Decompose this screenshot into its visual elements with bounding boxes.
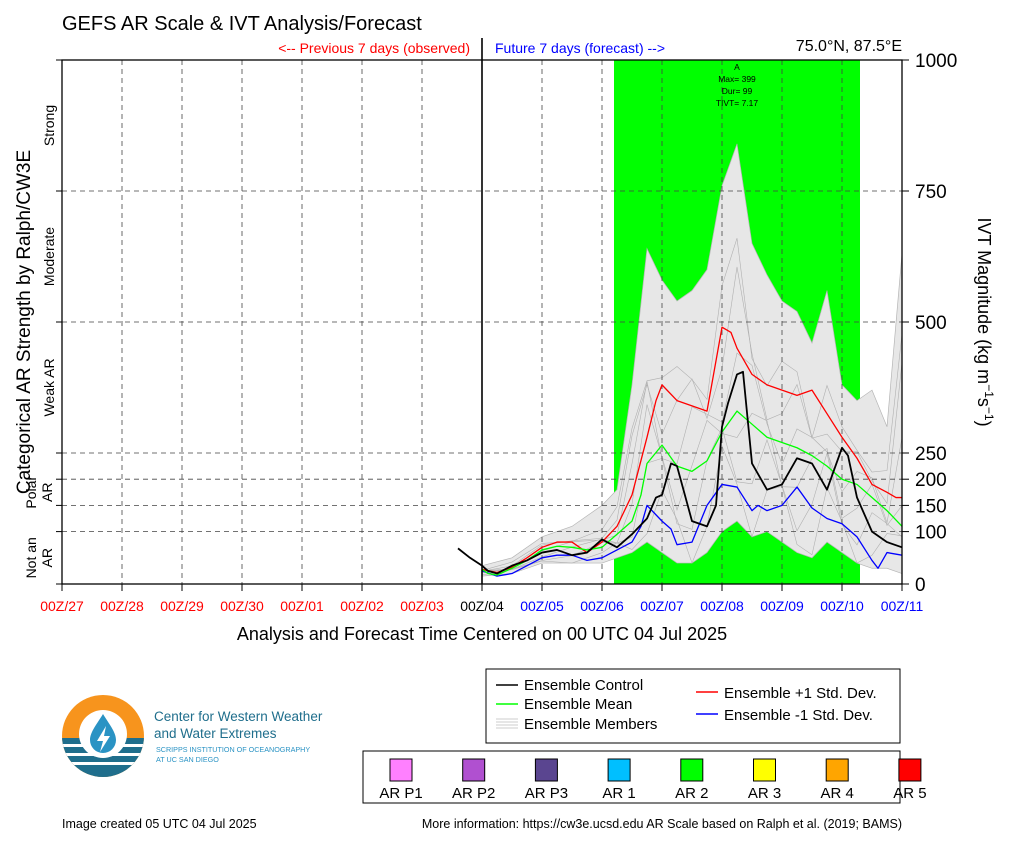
ar-scale-label: AR 4 — [821, 785, 854, 802]
x-tick-label: 00Z/08 — [700, 598, 744, 614]
ar-scale-swatch — [825, 758, 849, 782]
ar-event-max: Max= 399 — [718, 74, 756, 84]
logo-line3: SCRIPPS INSTITUTION OF OCEANOGRAPHY — [156, 745, 310, 754]
series-line-plus — [481, 326, 902, 574]
x-tick-label: 00Z/28 — [100, 598, 144, 614]
y-tick-label: 500 — [915, 313, 947, 334]
ar-scale-swatch — [389, 758, 413, 782]
category-label: Strong — [41, 105, 57, 146]
legend-members-swatch — [496, 718, 518, 729]
legend-minus-label: Ensemble -1 Std. Dev. — [724, 707, 873, 724]
x-axis-title: Analysis and Forecast Time Centered on 0… — [237, 624, 727, 644]
ar-event-letter: A — [734, 62, 740, 72]
series-legend: Ensemble Control Ensemble Mean Ensemble … — [485, 668, 901, 744]
category-label: Not anAR — [23, 537, 55, 578]
ar-event-duration: Dur= 99 — [722, 86, 753, 96]
series-legend-box — [485, 668, 901, 744]
legend-mean-label: Ensemble Mean — [524, 696, 632, 713]
x-tick-label: 00Z/27 — [40, 598, 84, 614]
y-tick-label: 200 — [915, 470, 947, 491]
ticks-layer — [56, 59, 909, 591]
ar-scale-label: AR P1 — [379, 785, 422, 802]
ar-scale-swatch — [462, 758, 486, 782]
labels-layer: 00Z/27 00Z/28 00Z/29 00Z/30 00Z/01 00Z/02 00Z/… — [23, 51, 957, 614]
footer-info: More information: https://cw3e.ucsd.edu … — [422, 817, 902, 831]
ar-scale-swatch — [680, 758, 704, 782]
ar-event-tivt: TIVT= 7.17 — [716, 98, 759, 108]
logo-line2: and Water Extremes — [154, 726, 277, 741]
ar-scale-label: AR 1 — [602, 785, 635, 802]
x-tick-label: 00Z/11 — [881, 598, 924, 614]
legend-members-label: Ensemble Members — [524, 716, 657, 733]
lightning-icon — [97, 726, 110, 752]
y-tick-label: 250 — [915, 444, 947, 465]
future-label: Future 7 days (forecast) --> — [495, 40, 665, 56]
ar-scale-label: AR P2 — [452, 785, 495, 802]
category-label: Weak AR — [41, 358, 57, 416]
footer-created: Image created 05 UTC 04 Jul 2025 — [62, 817, 257, 831]
x-tick-label: 00Z/30 — [220, 598, 264, 614]
x-tick-label: 00Z/29 — [160, 598, 204, 614]
x-tick-label: 00Z/01 — [280, 598, 324, 614]
ar-scale-swatch — [898, 758, 922, 782]
ar-scale-label: AR 3 — [748, 785, 781, 802]
ar-scale-legend-box — [362, 750, 901, 804]
logo-line4: AT UC SAN DIEGO — [156, 755, 219, 764]
x-tick-label: 00Z/05 — [520, 598, 564, 614]
x-tick-label: 00Z/09 — [760, 598, 804, 614]
x-tick-label: 00Z/04 — [460, 598, 504, 614]
ar-scale-swatch — [753, 758, 776, 782]
legend-plus-label: Ensemble +1 Std. Dev. — [724, 685, 877, 702]
ar-scale-label: AR 2 — [675, 785, 708, 802]
category-label: PolarAR — [23, 476, 55, 509]
series-line-minus — [481, 483, 903, 577]
y-tick-label: 0 — [915, 575, 926, 596]
legend-control-label: Ensemble Control — [524, 677, 643, 694]
ar-scale-legend: AR P1 AR P2 AR P3 AR 1 AR 2 AR 3 AR 4 AR 5 — [362, 750, 927, 804]
x-tick-label: 00Z/02 — [340, 598, 384, 614]
grid-layer — [62, 60, 902, 584]
y-tick-label: 150 — [915, 496, 947, 517]
x-tick-label: 00Z/10 — [820, 598, 864, 614]
chart-title: GEFS AR Scale & IVT Analysis/Forecast — [62, 13, 422, 35]
x-tick-label: 00Z/03 — [400, 598, 444, 614]
cw3e-logo — [62, 695, 144, 777]
y-tick-label: 100 — [915, 523, 947, 544]
x-tick-label: 00Z/06 — [580, 598, 624, 614]
ar-scale-swatch — [607, 758, 631, 782]
ar-scale-swatch — [534, 758, 558, 782]
previous-label: <-- Previous 7 days (observed) — [278, 40, 470, 56]
series-line-control — [457, 370, 903, 575]
ar-event-annotation: A Max= 399 Dur= 99 TIVT= 7.17 — [716, 62, 759, 108]
logo-line1: Center for Western Weather — [154, 709, 323, 724]
category-label: Moderate — [41, 227, 57, 286]
y-tick-label: 750 — [915, 182, 947, 203]
right-axis-title: IVT Magnitude (kg m−1s−1) — [974, 217, 996, 426]
left-axis-title: Categorical AR Strength by Ralph/CW3E — [14, 150, 35, 494]
y-tick-label: 1000 — [915, 51, 957, 72]
ar-scale-label: AR 5 — [893, 785, 926, 802]
x-tick-label: 00Z/07 — [640, 598, 684, 614]
series-layer — [457, 326, 903, 577]
ar-scale-label: AR P3 — [525, 785, 568, 802]
location-label: 75.0°N, 87.5°E — [796, 38, 902, 55]
